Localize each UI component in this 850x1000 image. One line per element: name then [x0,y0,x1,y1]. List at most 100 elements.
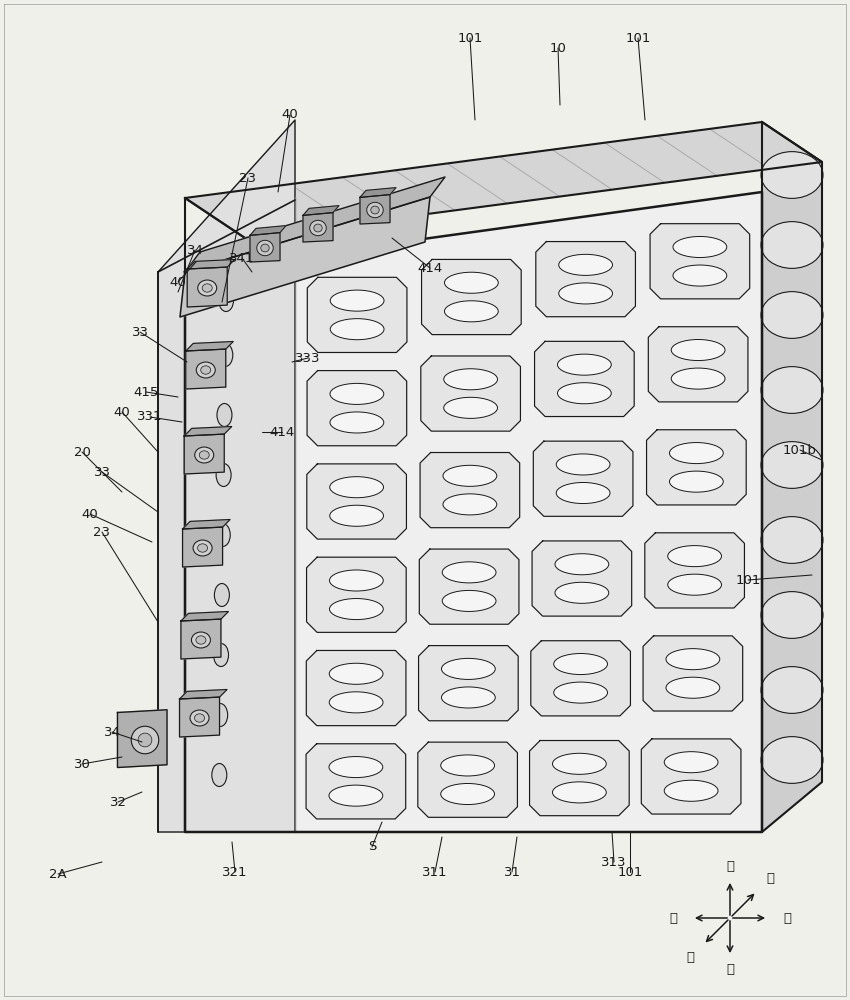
Text: 40: 40 [281,108,298,121]
Ellipse shape [330,599,383,620]
Text: 313: 313 [601,856,626,868]
Ellipse shape [664,780,718,801]
Polygon shape [186,349,226,389]
Polygon shape [418,646,518,721]
Text: S: S [368,840,377,854]
Polygon shape [181,611,229,621]
Ellipse shape [553,654,608,675]
Ellipse shape [218,344,233,366]
Ellipse shape [761,292,823,338]
Ellipse shape [761,442,823,488]
Text: 40: 40 [114,406,130,418]
Polygon shape [645,533,745,608]
Ellipse shape [330,412,383,433]
Polygon shape [181,619,221,659]
Ellipse shape [558,283,613,304]
Ellipse shape [761,152,823,198]
Ellipse shape [329,757,382,778]
Ellipse shape [138,733,152,747]
Polygon shape [303,206,339,215]
Ellipse shape [309,220,326,236]
Text: 331: 331 [137,410,162,424]
Text: 341: 341 [230,251,255,264]
Polygon shape [117,710,167,768]
Ellipse shape [441,755,495,776]
Ellipse shape [444,369,497,390]
Ellipse shape [330,477,383,498]
Text: 34: 34 [104,726,121,738]
Ellipse shape [190,710,209,726]
Polygon shape [183,520,230,529]
Polygon shape [306,744,405,819]
Polygon shape [307,371,406,446]
Ellipse shape [672,368,725,389]
Polygon shape [641,739,741,814]
Ellipse shape [673,236,727,258]
Ellipse shape [331,290,384,311]
Text: 30: 30 [74,758,90,770]
Ellipse shape [212,764,227,786]
Text: 20: 20 [74,446,90,458]
Polygon shape [418,742,518,817]
Polygon shape [185,177,445,272]
Polygon shape [420,453,519,528]
Text: 后: 后 [726,963,734,976]
Ellipse shape [552,782,606,803]
Polygon shape [306,650,406,726]
Text: 101: 101 [617,865,643,879]
Ellipse shape [666,677,720,698]
Polygon shape [536,242,636,317]
Polygon shape [303,213,333,242]
Text: 上: 上 [766,872,774,885]
Text: 31: 31 [503,865,520,879]
Ellipse shape [330,383,383,404]
Ellipse shape [331,319,384,340]
Ellipse shape [442,562,496,583]
Text: 101: 101 [735,574,761,586]
Text: 101: 101 [457,31,483,44]
Text: 32: 32 [110,796,127,808]
Ellipse shape [199,451,209,459]
Text: 33: 33 [94,466,110,479]
Ellipse shape [664,752,718,773]
Ellipse shape [314,224,322,232]
Polygon shape [419,549,519,624]
Ellipse shape [443,465,496,486]
Text: 10: 10 [550,41,566,54]
Ellipse shape [761,592,823,638]
Polygon shape [530,741,629,816]
Polygon shape [158,120,295,832]
Text: 101b: 101b [783,444,817,456]
Polygon shape [307,464,406,539]
Ellipse shape [330,505,383,526]
Polygon shape [250,233,280,262]
Ellipse shape [443,494,496,515]
Polygon shape [360,195,390,224]
Ellipse shape [670,471,723,492]
Text: 23: 23 [240,172,257,184]
Polygon shape [422,259,521,335]
Ellipse shape [216,464,231,487]
Ellipse shape [761,367,823,413]
Text: 左: 左 [669,912,677,924]
Ellipse shape [552,753,606,774]
Polygon shape [179,697,219,737]
Ellipse shape [202,284,212,292]
Ellipse shape [213,644,229,666]
Ellipse shape [666,649,720,670]
Ellipse shape [198,280,217,296]
Text: 414: 414 [417,261,443,274]
Text: 414: 414 [269,426,295,438]
Ellipse shape [558,254,613,275]
Polygon shape [360,188,396,197]
Text: 333: 333 [295,352,320,364]
Ellipse shape [673,265,727,286]
Ellipse shape [257,240,273,256]
Ellipse shape [558,383,611,404]
Polygon shape [532,541,632,616]
Ellipse shape [441,783,495,805]
Ellipse shape [329,663,383,684]
Ellipse shape [761,517,823,563]
Text: 34: 34 [186,243,203,256]
Ellipse shape [217,403,232,426]
